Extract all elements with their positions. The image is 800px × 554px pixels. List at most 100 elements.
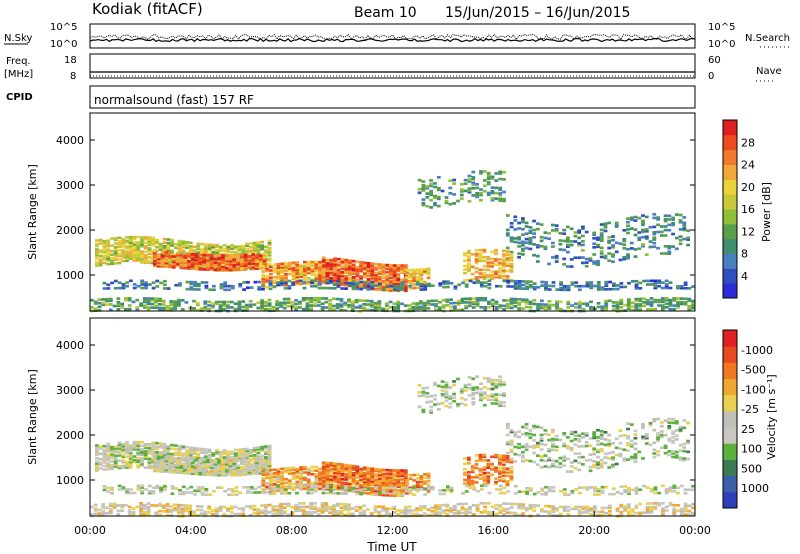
range-cell <box>377 302 382 305</box>
range-cell <box>444 201 449 205</box>
range-cell <box>509 439 514 443</box>
range-cell <box>236 473 240 477</box>
range-cell <box>98 242 103 245</box>
range-cell <box>374 279 378 282</box>
range-cell <box>494 270 498 274</box>
range-cell <box>505 302 510 306</box>
range-cell <box>634 303 639 306</box>
range-cell <box>272 270 277 274</box>
range-cell <box>517 245 521 248</box>
range-cell <box>112 502 117 506</box>
range-cell <box>110 454 114 458</box>
range-cell <box>494 275 498 279</box>
range-cell <box>287 491 292 495</box>
range-cell <box>618 258 623 262</box>
range-cell <box>687 297 692 301</box>
range-cell <box>162 248 167 252</box>
range-cell <box>101 504 106 508</box>
range-cell <box>228 257 233 261</box>
range-cell <box>486 477 491 480</box>
range-cell <box>562 493 567 497</box>
range-cell <box>236 459 240 462</box>
range-cell <box>656 218 660 221</box>
range-cell <box>467 266 471 269</box>
range-cell <box>155 245 159 249</box>
range-cell <box>396 474 401 478</box>
range-cell <box>676 285 680 288</box>
range-cell <box>687 287 692 290</box>
range-cell <box>222 307 227 311</box>
range-cell <box>155 452 159 456</box>
range-cell <box>653 283 658 286</box>
range-cell <box>423 284 428 288</box>
range-cell <box>166 446 171 450</box>
range-cell <box>478 477 483 480</box>
range-cell <box>166 249 171 252</box>
range-cell <box>271 307 276 311</box>
range-cell <box>110 463 114 467</box>
range-cell <box>426 472 431 476</box>
range-cell <box>329 260 334 264</box>
range-cell <box>513 484 518 488</box>
range-cell <box>287 486 292 490</box>
range-cell <box>321 279 326 283</box>
range-cell <box>359 287 363 291</box>
colorbar-swatch <box>723 120 737 136</box>
range-cell <box>642 279 646 283</box>
range-cell <box>140 252 144 255</box>
range-cell <box>449 488 454 492</box>
range-cell <box>295 268 300 272</box>
range-cell <box>661 297 665 300</box>
range-cell <box>463 178 468 182</box>
range-cell <box>310 484 314 488</box>
range-cell <box>202 462 206 465</box>
range-cell <box>377 275 382 279</box>
range-cell <box>224 473 229 477</box>
range-cell <box>498 186 503 190</box>
range-cell <box>490 394 495 398</box>
range-cell <box>143 451 148 455</box>
range-cell <box>249 249 253 253</box>
range-cell <box>249 251 253 254</box>
range-cell <box>272 268 277 272</box>
range-cell <box>517 301 522 305</box>
range-cell <box>513 492 518 495</box>
range-cell <box>316 297 321 300</box>
range-cell <box>333 261 337 264</box>
range-cell <box>90 505 94 509</box>
colorbar-swatch <box>723 283 737 299</box>
range-cell <box>333 257 337 261</box>
range-cell <box>155 450 159 454</box>
range-cell <box>663 228 668 232</box>
range-cell <box>509 459 514 462</box>
range-cell <box>577 302 582 306</box>
range-cell <box>536 454 540 458</box>
range-cell <box>170 240 174 244</box>
range-cell <box>200 491 205 495</box>
range-cell <box>98 461 103 465</box>
range-cell <box>321 470 326 474</box>
range-cell <box>524 426 529 430</box>
range-cell <box>633 442 638 445</box>
range-cell <box>618 447 623 451</box>
range-cell <box>505 467 510 471</box>
range-cell <box>524 298 529 302</box>
range-cell <box>682 442 687 446</box>
range-cell <box>505 454 510 458</box>
colorbar-tick-label: 24 <box>741 159 755 172</box>
range-cell <box>475 186 479 190</box>
range-cell <box>217 256 222 259</box>
range-cell <box>309 298 314 302</box>
range-cell <box>207 304 211 307</box>
range-cell <box>381 481 386 484</box>
range-cell <box>470 272 475 276</box>
range-cell <box>321 461 326 465</box>
range-cell <box>686 441 690 445</box>
range-cell <box>408 274 413 277</box>
range-cell <box>581 234 585 238</box>
range-cell <box>333 476 337 480</box>
range-cell <box>287 265 292 269</box>
range-cell <box>513 228 518 231</box>
range-cell <box>329 462 334 465</box>
range-cell <box>340 488 345 492</box>
